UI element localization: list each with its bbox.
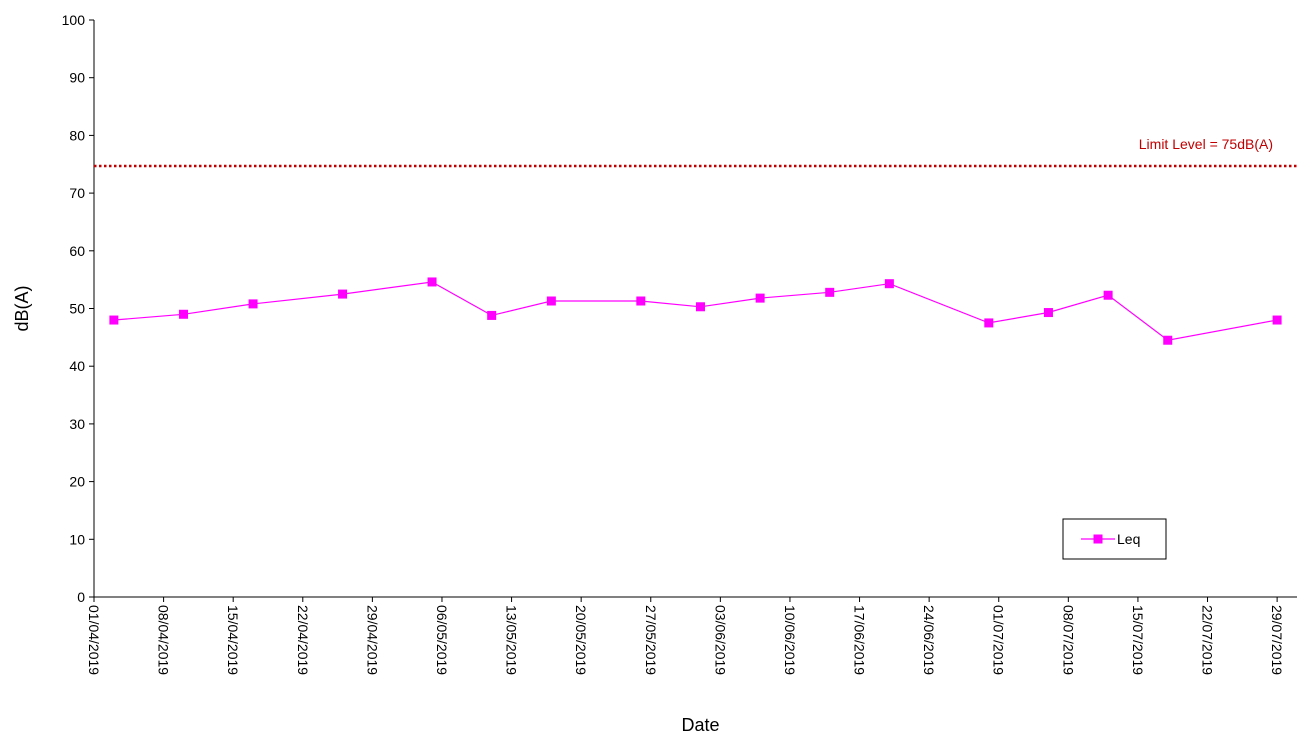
x-tick-label: 06/05/2019 — [434, 605, 450, 675]
y-tick-label: 70 — [69, 185, 85, 201]
x-tick-label: 01/07/2019 — [991, 605, 1007, 675]
x-tick-label: 27/05/2019 — [643, 605, 659, 675]
data-point-marker — [984, 318, 994, 328]
data-point-marker — [338, 289, 348, 299]
x-tick-label: 10/06/2019 — [782, 605, 798, 675]
x-tick-label: 15/07/2019 — [1130, 605, 1146, 675]
limit-level-group: Limit Level = 75dB(A) — [94, 136, 1297, 168]
y-tick-label: 30 — [69, 416, 85, 432]
data-point-marker — [248, 299, 258, 309]
data-point-marker — [825, 287, 835, 297]
x-tick-label: 24/06/2019 — [921, 605, 937, 675]
data-point-marker — [178, 309, 188, 319]
y-tick-label: 10 — [69, 531, 85, 547]
plot-area — [93, 20, 1297, 598]
data-point-marker — [487, 310, 497, 320]
leq-series — [109, 277, 1282, 345]
data-point-marker — [427, 277, 437, 287]
data-point-marker — [109, 315, 119, 325]
x-tick-label: 17/06/2019 — [852, 605, 868, 675]
data-point-marker — [884, 279, 894, 289]
legend: Leq — [1062, 518, 1167, 560]
limit-level-label: Limit Level = 75dB(A) — [1139, 136, 1273, 152]
x-tick-label: 20/05/2019 — [573, 605, 589, 675]
y-tick-label: 100 — [62, 12, 86, 28]
y-axis-ticks: 0 10 20 30 40 50 60 70 80 90 100 — [62, 12, 94, 605]
y-tick-label: 60 — [69, 243, 85, 259]
x-tick-label: 29/04/2019 — [364, 605, 380, 675]
series-line-leq — [113, 281, 1278, 341]
data-point-marker — [1103, 290, 1113, 300]
x-tick-label: 01/04/2019 — [86, 605, 102, 675]
data-point-marker — [1043, 308, 1053, 318]
y-tick-label: 20 — [69, 474, 85, 490]
data-point-marker — [695, 302, 705, 312]
x-tick-label: 13/05/2019 — [504, 605, 520, 675]
y-axis-title: dB(A) — [12, 285, 32, 331]
y-tick-label: 50 — [69, 301, 85, 317]
y-tick-label: 90 — [69, 70, 85, 86]
x-tick-label: 03/06/2019 — [712, 605, 728, 675]
x-tick-label: 22/07/2019 — [1200, 605, 1216, 675]
y-tick-label: 0 — [77, 589, 85, 605]
x-tick-label: 08/07/2019 — [1060, 605, 1076, 675]
legend-swatch-marker — [1093, 534, 1103, 544]
data-point-marker — [546, 296, 556, 306]
y-tick-label: 40 — [69, 358, 85, 374]
data-point-marker — [1163, 335, 1173, 345]
x-axis-ticks: 01/04/2019 08/04/2019 15/04/2019 22/04/2019… — [86, 597, 1285, 675]
data-point-marker — [755, 293, 765, 303]
y-tick-label: 80 — [69, 127, 85, 143]
x-tick-label: 08/04/2019 — [156, 605, 172, 675]
x-tick-label: 22/04/2019 — [295, 605, 311, 675]
data-point-marker — [1272, 315, 1282, 325]
legend-label-leq: Leq — [1117, 531, 1140, 547]
x-tick-label: 29/07/2019 — [1269, 605, 1285, 675]
x-axis-title: Date — [681, 715, 719, 735]
x-tick-label: 15/04/2019 — [225, 605, 241, 675]
data-point-marker — [636, 296, 646, 306]
